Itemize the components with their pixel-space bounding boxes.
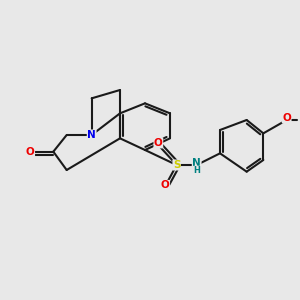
Text: N: N <box>192 158 201 168</box>
Text: N: N <box>87 130 96 140</box>
Text: O: O <box>161 180 170 190</box>
Text: O: O <box>282 113 291 123</box>
Text: O: O <box>26 147 34 157</box>
Text: H: H <box>194 166 200 175</box>
Text: S: S <box>173 160 180 170</box>
Text: O: O <box>154 138 163 148</box>
